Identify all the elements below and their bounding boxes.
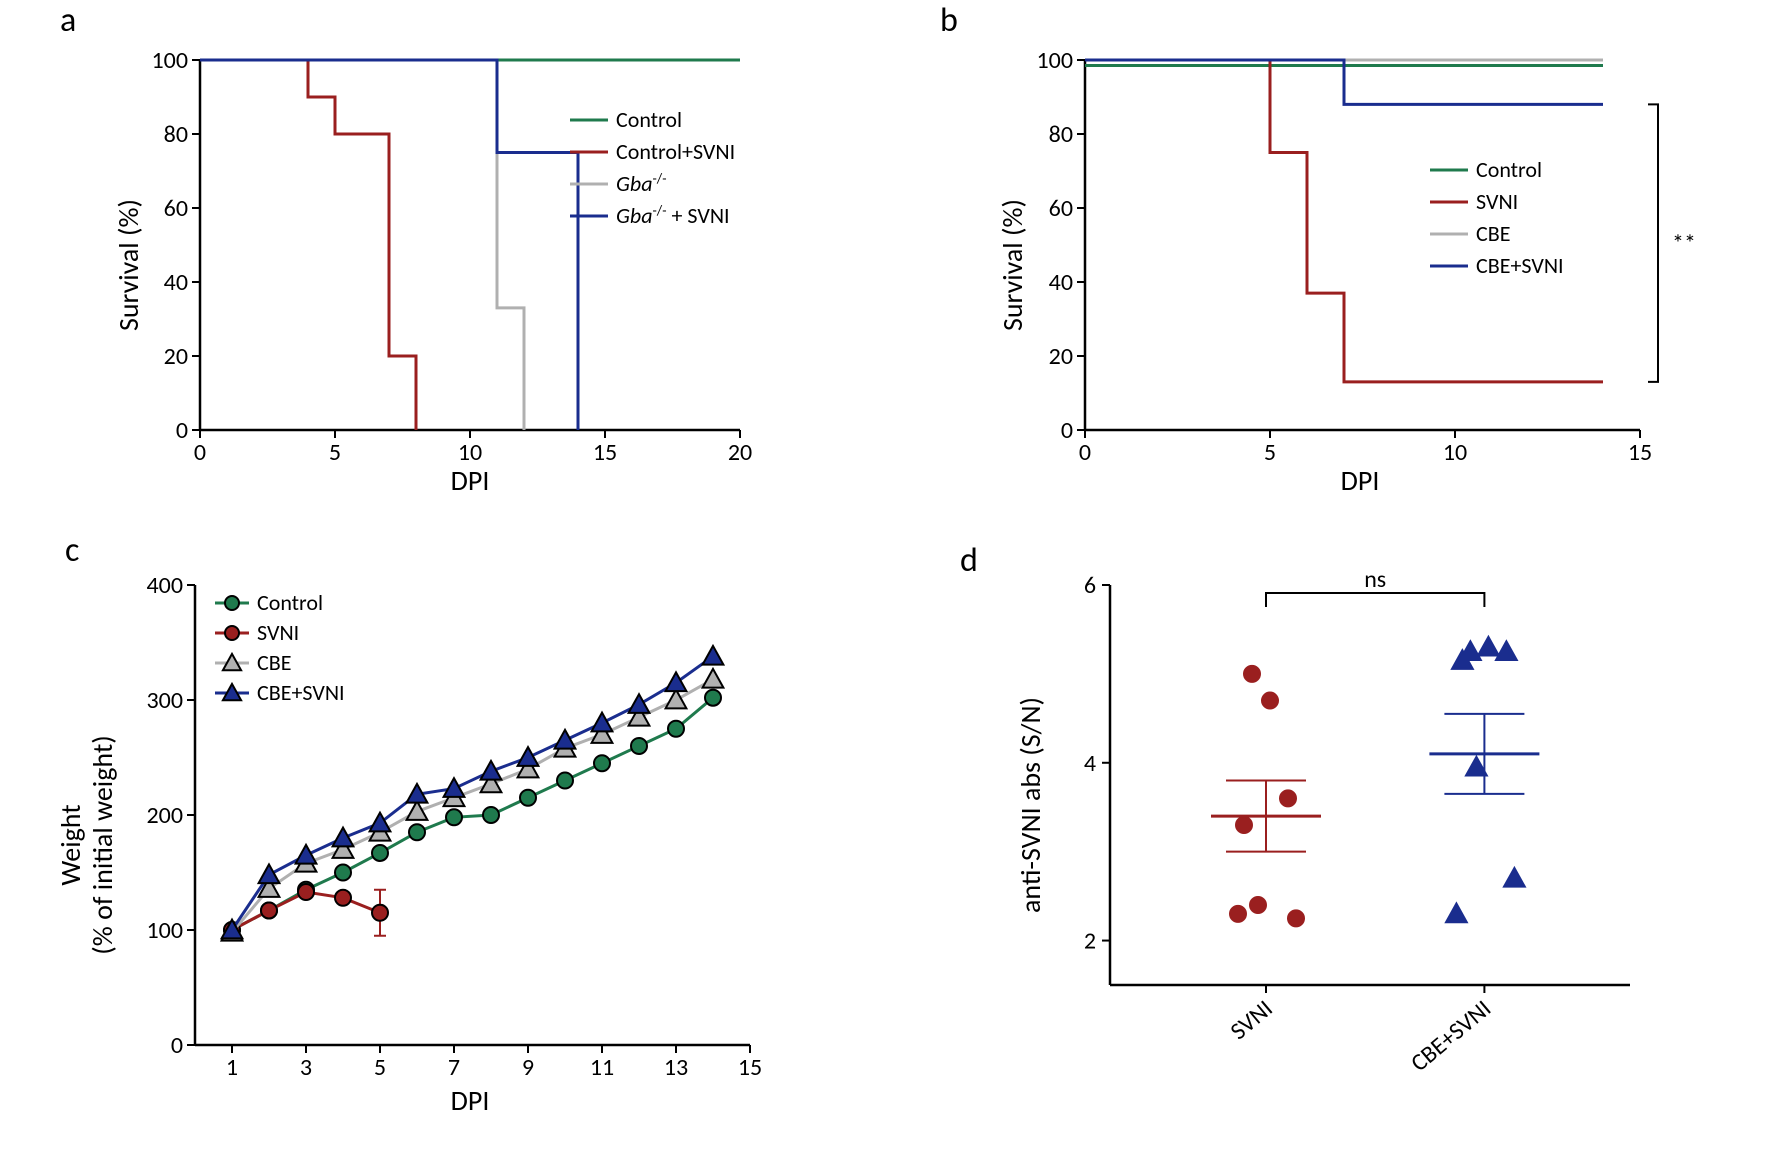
svg-text:11: 11	[590, 1053, 614, 1082]
figure: a b c d 02040608010005101520 Survival (%…	[0, 0, 1770, 1162]
panel-a: 02040608010005101520 Survival (%) DPI Co…	[100, 30, 880, 500]
svg-text:15: 15	[1628, 438, 1652, 467]
x-axis-title-a: DPI	[451, 463, 490, 498]
svg-text:5: 5	[1264, 438, 1276, 467]
svg-text:60: 60	[1049, 194, 1073, 223]
svg-text:0: 0	[1079, 438, 1091, 467]
panel-c: 010020030040013579111315 Weight (% of in…	[50, 555, 830, 1145]
svg-text:0: 0	[176, 416, 188, 445]
svg-text:15: 15	[738, 1053, 762, 1082]
svg-text:2: 2	[1084, 927, 1096, 956]
panel-label-a: a	[60, 0, 76, 41]
svg-text:CBE: CBE	[257, 649, 291, 676]
svg-text:40: 40	[164, 268, 188, 297]
panel-label-b: b	[940, 0, 958, 41]
svg-text:100: 100	[147, 916, 184, 945]
y-axis-title-c-1: Weight	[53, 804, 88, 885]
svg-text:Gba-/-: Gba-/-	[616, 170, 667, 197]
svg-text:CBE+SVNI: CBE+SVNI	[1405, 994, 1497, 1078]
svg-text:4: 4	[1084, 749, 1096, 778]
svg-text:10: 10	[1443, 438, 1467, 467]
svg-text:5: 5	[374, 1053, 386, 1082]
svg-text:60: 60	[164, 194, 188, 223]
x-axis-title-b: DPI	[1341, 463, 1380, 498]
svg-text:SVNI: SVNI	[1476, 188, 1518, 215]
svg-text:Control+SVNI: Control+SVNI	[616, 138, 735, 165]
svg-text:13: 13	[664, 1053, 688, 1082]
svg-text:0: 0	[194, 438, 206, 467]
svg-text:40: 40	[1049, 268, 1073, 297]
svg-text:Gba-/- + SVNI: Gba-/- + SVNI	[616, 202, 730, 229]
svg-text:CBE: CBE	[1476, 220, 1510, 247]
panel-label-d: d	[960, 540, 978, 581]
y-axis-title-a: Survival (%)	[111, 199, 146, 331]
svg-text:7: 7	[448, 1053, 460, 1082]
panel-d: 2 4 6 SVNI CBE+SVNI anti-SVNI abs (S/N) ns	[1000, 555, 1720, 1155]
panel-b: 0 20 40 60 80 100 0 5 10 15 Survival (%) DPI Cont…	[980, 30, 1760, 500]
svg-text:0: 0	[171, 1031, 183, 1060]
svg-text:5: 5	[329, 438, 341, 467]
svg-text:20: 20	[1049, 342, 1073, 371]
svg-text:100: 100	[1037, 46, 1074, 75]
svg-text:Control: Control	[1476, 156, 1542, 183]
y-axis-title-d: anti-SVNI abs (S/N)	[1013, 697, 1048, 913]
svg-text:100: 100	[152, 46, 189, 75]
svg-text:1: 1	[226, 1053, 238, 1082]
svg-text:SVNI: SVNI	[1225, 994, 1279, 1046]
svg-text:CBE+SVNI: CBE+SVNI	[1476, 252, 1564, 279]
svg-text:SVNI: SVNI	[257, 619, 299, 646]
svg-text:80: 80	[164, 120, 188, 149]
svg-text:Control: Control	[257, 589, 323, 616]
svg-text:20: 20	[164, 342, 188, 371]
svg-text:0: 0	[1061, 416, 1073, 445]
svg-text:80: 80	[1049, 120, 1073, 149]
svg-text:3: 3	[300, 1053, 312, 1082]
svg-text:300: 300	[147, 686, 184, 715]
svg-text:200: 200	[147, 801, 184, 830]
y-axis-title-b: Survival (%)	[995, 199, 1030, 331]
svg-text:**: **	[1672, 229, 1696, 258]
svg-text:6: 6	[1084, 571, 1096, 600]
svg-text:ns: ns	[1364, 565, 1386, 594]
svg-text:CBE+SVNI: CBE+SVNI	[257, 679, 345, 706]
x-axis-title-c: DPI	[451, 1083, 490, 1118]
legend-c: Control SVNI CBE CBE+SVNI	[215, 589, 345, 706]
legend-b: Control SVNI CBE CBE+SVNI	[1430, 156, 1564, 279]
svg-text:15: 15	[593, 438, 617, 467]
svg-text:400: 400	[147, 571, 184, 600]
legend-a: Control Control+SVNI Gba-/- Gba-/- + SVNI	[570, 106, 735, 229]
y-axis-title-c-2: (% of initial weight)	[85, 735, 120, 954]
svg-text:20: 20	[728, 438, 752, 467]
svg-text:9: 9	[522, 1053, 534, 1082]
svg-text:Control: Control	[616, 106, 682, 133]
